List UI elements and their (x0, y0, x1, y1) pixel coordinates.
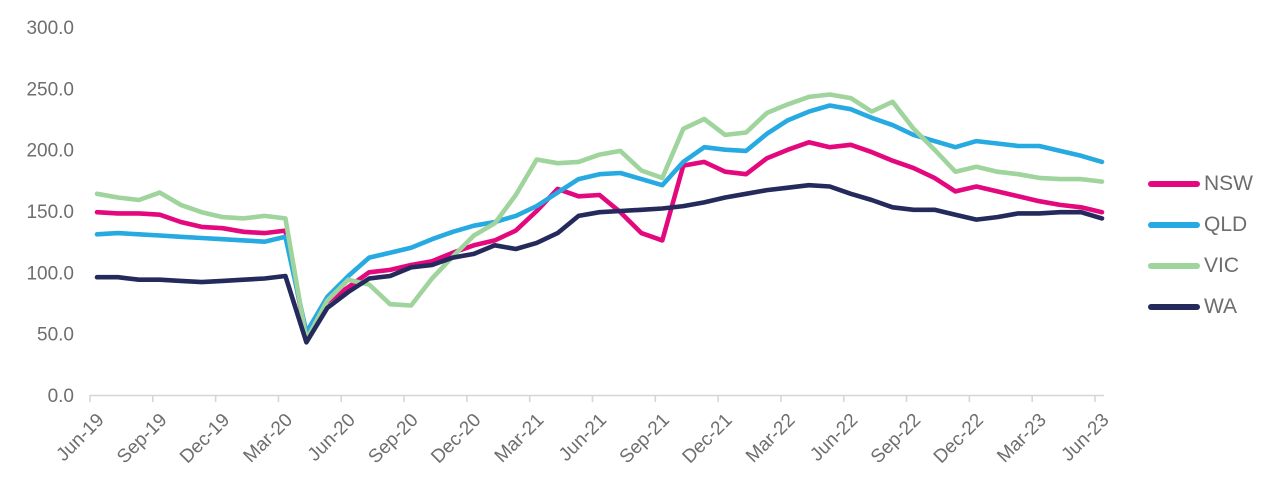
x-axis-tick-label: Jun-20 (304, 410, 360, 466)
x-axis-tick-label: Jun-23 (1058, 410, 1114, 466)
y-axis-tick-label: 50.0 (37, 325, 74, 346)
y-axis-tick-label: 0.0 (48, 386, 74, 407)
qld-line-swatch (1148, 222, 1200, 228)
legend-label-wa: WA (1204, 295, 1238, 318)
x-axis-tick-label: Mar-22 (742, 410, 799, 467)
legend-item-wa: WA (1148, 295, 1253, 319)
x-axis-tick-label: Dec-22 (930, 410, 988, 468)
x-axis-tick-label: Dec-19 (176, 410, 234, 468)
legend: NSW QLD VIC WA (1148, 172, 1253, 319)
x-axis-tick-label: Sep-20 (364, 410, 422, 468)
x-axis-tick-label: Jun-21 (555, 410, 611, 466)
y-axis-tick-label: 200.0 (26, 141, 74, 162)
legend-label-qld: QLD (1204, 213, 1248, 236)
x-axis-tick-label: Jun-22 (806, 410, 862, 466)
legend-item-nsw: NSW (1148, 172, 1253, 196)
legend-label-nsw: NSW (1204, 172, 1253, 195)
nsw-data-line (94, 140, 1105, 340)
x-axis-tick-label: Dec-20 (427, 410, 485, 468)
nsw-line-swatch (1148, 181, 1200, 187)
legend-label-vic: VIC (1204, 254, 1240, 277)
vic-line-swatch (1148, 263, 1200, 269)
x-axis-tick-label: Sep-21 (616, 410, 674, 468)
x-axis-tick-label: Sep-19 (113, 410, 171, 468)
wa-data-line (94, 182, 1105, 345)
y-axis-tick-label: 150.0 (26, 202, 74, 223)
x-axis-tick-label: Jun-19 (53, 410, 109, 466)
x-axis-tick-label: Dec-21 (679, 410, 737, 468)
x-axis-tick-label: Sep-22 (867, 410, 925, 468)
x-axis-tick-label: Mar-20 (240, 410, 297, 467)
wa-line-swatch (1148, 304, 1200, 310)
y-axis-tick-label: 250.0 (26, 79, 74, 100)
legend-item-vic: VIC (1148, 254, 1253, 278)
vic-data-line (94, 92, 1105, 343)
y-axis-tick-label: 300.0 (26, 18, 74, 39)
x-axis-tick-label: Mar-21 (491, 410, 548, 467)
legend-item-qld: QLD (1148, 213, 1253, 237)
qld-data-line (94, 103, 1105, 335)
x-axis-tick-label: Mar-23 (993, 410, 1050, 467)
y-axis-tick-label: 100.0 (26, 263, 74, 284)
